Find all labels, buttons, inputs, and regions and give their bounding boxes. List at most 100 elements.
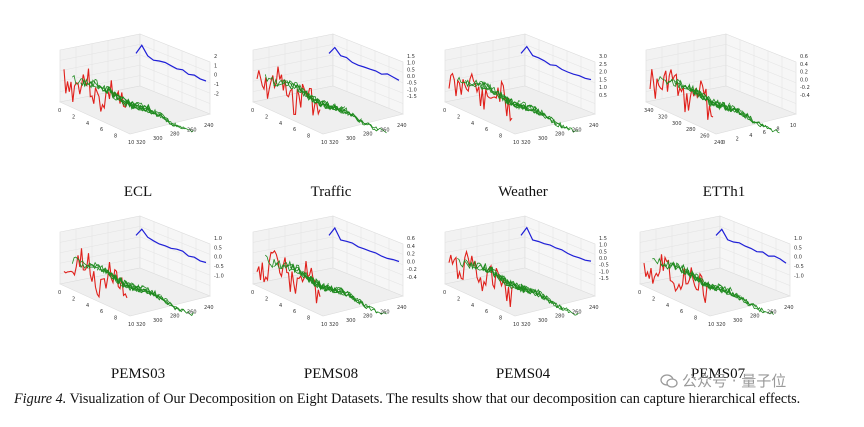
trend-line: [328, 46, 400, 81]
grid-line: [332, 246, 404, 276]
component-series-line: [710, 287, 774, 315]
depth-tick-label: 280: [555, 132, 565, 138]
x-tick-label: 8: [307, 134, 310, 140]
y-tick-label: 1.0: [599, 243, 607, 249]
depth-tick-label: 240: [784, 305, 794, 311]
x-tick-label: 300: [672, 121, 682, 127]
pems03-3d-plot: 1.0 0.5 0.0 -0.5 -1.0 0 2 4 6 8 10 320 300 280 260 240: [58, 215, 224, 328]
x-tick-label: 6: [100, 309, 103, 315]
trend-line: [520, 226, 592, 262]
depth-tick-label: 300: [153, 136, 163, 142]
grid-line: [719, 257, 791, 286]
grid-line: [524, 64, 596, 94]
y-tick-label: -0.5: [794, 264, 804, 270]
panel-pems08: 0.6 0.4 0.2 0.0 -0.2 -0.4 0 2 4 6 8 10 320 300 280 260 2…: [233, 196, 429, 382]
x-tick-label: 0: [58, 108, 61, 114]
grid-line: [444, 236, 526, 254]
x-tick-label: 10: [128, 140, 134, 146]
grid-line: [524, 257, 596, 286]
panel-etth1: 0.6 0.4 0.2 0.0 -0.2 -0.4 340 320 300 280 260 240 0 2…: [626, 14, 822, 200]
depth-tick-label: 240: [589, 123, 599, 129]
pems07-label: PEMS07: [690, 366, 746, 382]
raw-series-line: [63, 248, 128, 299]
x-tick-label: 6: [100, 127, 103, 133]
grid-line: [725, 64, 797, 94]
grid-line: [139, 75, 211, 104]
wechat-icon: [660, 374, 678, 388]
y-tick-label: 1.5: [599, 236, 607, 242]
x-tick-label: 0: [58, 290, 61, 296]
y-tick-label: 2.5: [599, 62, 607, 68]
x-tick-label: 4: [471, 121, 474, 127]
panel-pems07: 1.0 0.5 0.0 -0.5 -1.0 0 2 4 6 8 10 320 300 280 260 240 …: [620, 196, 816, 382]
depth-tick-label: 320: [329, 322, 339, 328]
grid-line: [252, 236, 334, 254]
trend-line: [715, 228, 787, 264]
depth-tick-label: 320: [136, 322, 146, 328]
depth-tick-label: 0: [722, 140, 725, 146]
depth-tick-label: 240: [397, 123, 407, 129]
depth-tick-label: 320: [716, 322, 726, 328]
weather-3d-plot: 3.0 2.5 2.01.5 1.0 0.5 0 2 4 6 8 10 320 300 280 260 240: [443, 33, 607, 146]
component-series-line: [716, 103, 780, 134]
y-tick-label: 3.0: [599, 54, 607, 60]
x-tick-label: 240: [714, 140, 724, 146]
y-tick-label: -2: [214, 91, 219, 97]
y-tick-label: 0.5: [214, 245, 222, 251]
grid-line: [332, 44, 404, 73]
grid-line: [332, 226, 404, 255]
x-tick-label: 10: [708, 322, 714, 328]
x-tick-label: 260: [700, 134, 710, 140]
pems03-label: PEMS03: [110, 366, 166, 382]
y-tick-label: 1.5: [599, 77, 607, 83]
grid-line: [252, 44, 334, 61]
y-tick-label: 0.0: [214, 255, 222, 261]
y-tick-label: -0.5: [214, 264, 224, 270]
weather-label: Weather: [498, 184, 548, 200]
x-tick-label: 2: [72, 114, 75, 120]
grid-line: [645, 75, 727, 92]
x-tick-label: 10: [321, 140, 327, 146]
x-tick-label: 0: [443, 290, 446, 296]
component-series-line: [306, 93, 371, 126]
depth-tick-label: 260: [380, 309, 390, 315]
y-tick-label: -1.5: [407, 94, 417, 100]
y-tick-label: -0.5: [599, 263, 609, 269]
grid-line: [719, 226, 791, 255]
y-tick-label: 0.0: [407, 259, 415, 265]
y-tick-label: 0: [214, 73, 217, 79]
y-tick-label: 1.0: [794, 236, 802, 242]
depth-tick-label: 10: [790, 123, 796, 129]
x-tick-label: 8: [499, 316, 502, 322]
depth-tick-label: 4: [749, 133, 752, 139]
x-tick-label: 10: [513, 322, 519, 328]
grid-line: [59, 64, 141, 82]
raw-series-line: [256, 249, 321, 304]
component-series-line: [515, 287, 579, 316]
depth-tick-label: 260: [187, 127, 197, 133]
y-tick-label: 0.2: [407, 252, 415, 258]
component-series-line: [80, 79, 144, 110]
y-tick-label: -1.0: [599, 269, 609, 275]
grid-line: [725, 75, 797, 104]
x-tick-label: 4: [666, 303, 669, 309]
raw-series-line: [448, 249, 513, 308]
grid-line: [524, 75, 596, 104]
component-series-line: [298, 90, 362, 122]
component-series-line: [289, 266, 354, 301]
axes-box: [444, 33, 596, 135]
x-tick-label: 340: [644, 108, 654, 114]
grid-line: [252, 226, 334, 243]
component-series-line: [105, 88, 169, 122]
x-tick-label: 8: [114, 316, 117, 322]
x-tick-label: 6: [293, 127, 296, 133]
component-series-line: [465, 79, 529, 111]
y-tick-label: 0.0: [599, 256, 607, 262]
x-tick-label: 4: [471, 303, 474, 309]
y-tick-label: 0.0: [800, 77, 808, 83]
traffic-label: Traffic: [310, 184, 352, 200]
depth-tick-label: 300: [538, 318, 548, 324]
figure-caption: Figure 4. Visualization of Our Decomposi…: [14, 391, 854, 408]
x-tick-label: 4: [279, 121, 282, 127]
depth-tick-label: 6: [763, 130, 766, 136]
